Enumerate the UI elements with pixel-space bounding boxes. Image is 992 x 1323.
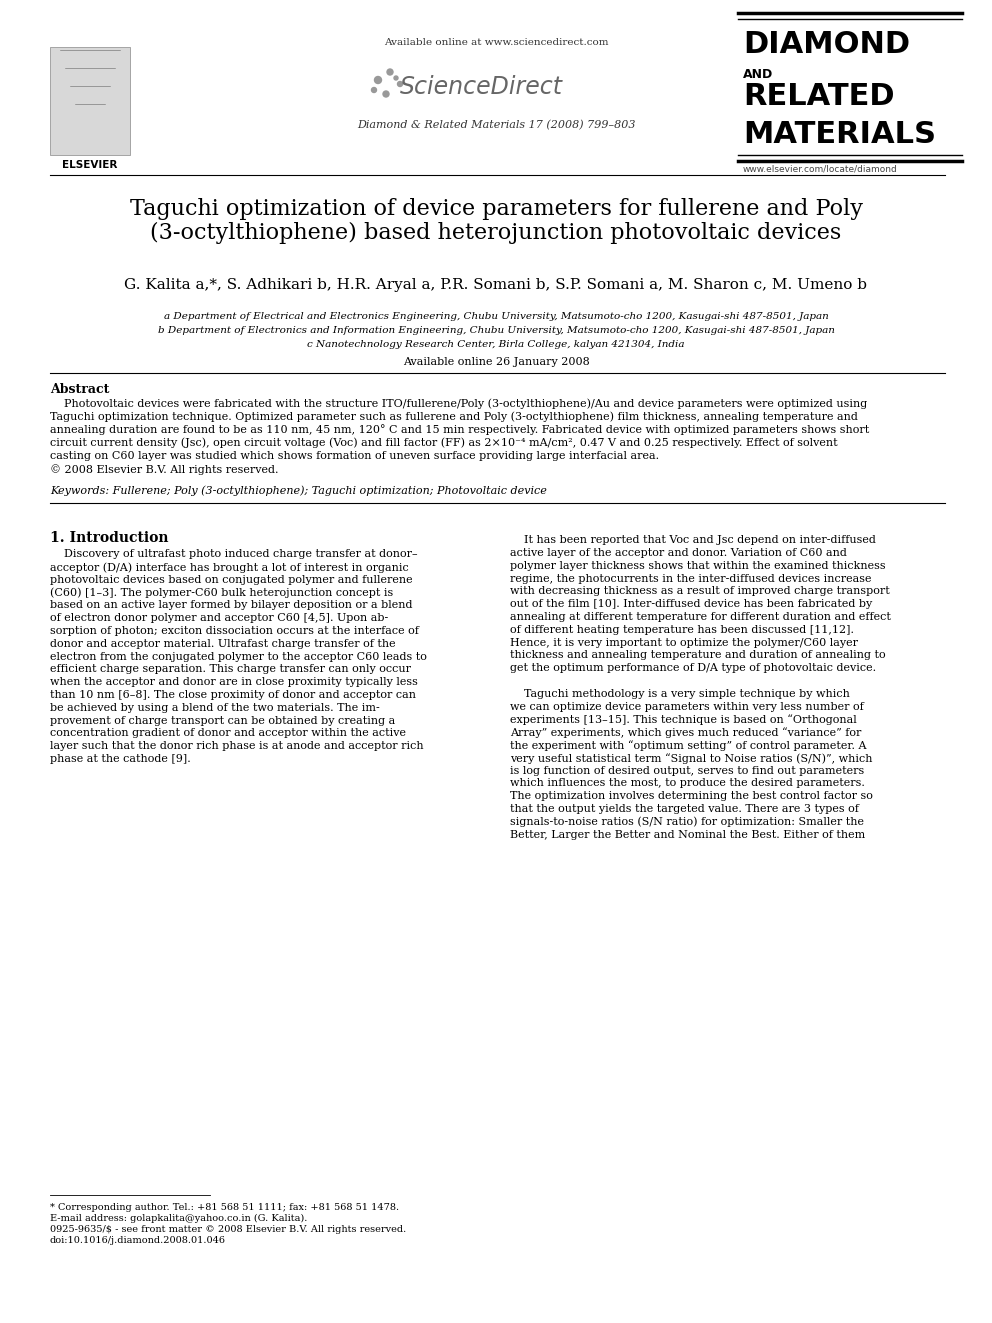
Bar bbox=[50, 48, 130, 155]
Text: when the acceptor and donor are in close proximity typically less: when the acceptor and donor are in close… bbox=[50, 677, 418, 687]
Text: experiments [13–15]. This technique is based on “Orthogonal: experiments [13–15]. This technique is b… bbox=[510, 714, 857, 725]
Text: Available online at www.sciencedirect.com: Available online at www.sciencedirect.co… bbox=[384, 38, 608, 48]
Text: signals-to-noise ratios (S/N ratio) for optimization: Smaller the: signals-to-noise ratios (S/N ratio) for … bbox=[510, 816, 864, 827]
Text: ScienceDirect: ScienceDirect bbox=[400, 75, 563, 99]
Text: the experiment with “optimum setting” of control parameter. A: the experiment with “optimum setting” of… bbox=[510, 740, 866, 750]
Circle shape bbox=[387, 69, 393, 75]
Text: get the optimum performance of D/A type of photovoltaic device.: get the optimum performance of D/A type … bbox=[510, 663, 876, 673]
Text: Hence, it is very important to optimize the polymer/C60 layer: Hence, it is very important to optimize … bbox=[510, 638, 858, 647]
Text: ELSEVIER: ELSEVIER bbox=[62, 160, 118, 169]
Text: (C60) [1–3]. The polymer-C60 bulk heterojunction concept is: (C60) [1–3]. The polymer-C60 bulk hetero… bbox=[50, 587, 393, 598]
Text: acceptor (D/A) interface has brought a lot of interest in organic: acceptor (D/A) interface has brought a l… bbox=[50, 562, 409, 573]
Text: © 2008 Elsevier B.V. All rights reserved.: © 2008 Elsevier B.V. All rights reserved… bbox=[50, 464, 279, 475]
Text: E-mail address: golapkalita@yahoo.co.in (G. Kalita).: E-mail address: golapkalita@yahoo.co.in … bbox=[50, 1215, 308, 1224]
Text: donor and acceptor material. Ultrafast charge transfer of the: donor and acceptor material. Ultrafast c… bbox=[50, 639, 396, 648]
Text: with decreasing thickness as a result of improved charge transport: with decreasing thickness as a result of… bbox=[510, 586, 890, 597]
Text: electron from the conjugated polymer to the acceptor C60 leads to: electron from the conjugated polymer to … bbox=[50, 652, 427, 662]
Text: efficient charge separation. This charge transfer can only occur: efficient charge separation. This charge… bbox=[50, 664, 411, 675]
Text: that the output yields the targeted value. There are 3 types of: that the output yields the targeted valu… bbox=[510, 804, 859, 814]
Text: phase at the cathode [9].: phase at the cathode [9]. bbox=[50, 754, 190, 763]
Text: c Nanotechnology Research Center, Birla College, kalyan 421304, India: c Nanotechnology Research Center, Birla … bbox=[308, 340, 684, 349]
Text: very useful statistical term “Signal to Noise ratios (S/N)”, which: very useful statistical term “Signal to … bbox=[510, 753, 873, 763]
Text: casting on C60 layer was studied which shows formation of uneven surface providi: casting on C60 layer was studied which s… bbox=[50, 451, 659, 460]
Text: Array” experiments, which gives much reduced “variance” for: Array” experiments, which gives much red… bbox=[510, 728, 861, 738]
Circle shape bbox=[398, 82, 403, 86]
Text: It has been reported that Voc and Jsc depend on inter-diffused: It has been reported that Voc and Jsc de… bbox=[510, 536, 876, 545]
Text: AND: AND bbox=[743, 67, 773, 81]
Text: concentration gradient of donor and acceptor within the active: concentration gradient of donor and acce… bbox=[50, 729, 406, 738]
Text: Keywords: Fullerene; Poly (3-octylthiophene); Taguchi optimization; Photovoltaic: Keywords: Fullerene; Poly (3-octylthioph… bbox=[50, 486, 547, 496]
Text: based on an active layer formed by bilayer deposition or a blend: based on an active layer formed by bilay… bbox=[50, 601, 413, 610]
Text: photovoltaic devices based on conjugated polymer and fullerene: photovoltaic devices based on conjugated… bbox=[50, 574, 413, 585]
Text: (3-octylthiophene) based heterojunction photovoltaic devices: (3-octylthiophene) based heterojunction … bbox=[151, 222, 841, 245]
Text: polymer layer thickness shows that within the examined thickness: polymer layer thickness shows that withi… bbox=[510, 561, 886, 570]
Text: www.elsevier.com/locate/diamond: www.elsevier.com/locate/diamond bbox=[743, 165, 898, 175]
Text: of different heating temperature has been discussed [11,12].: of different heating temperature has bee… bbox=[510, 624, 854, 635]
Text: be achieved by using a blend of the two materials. The im-: be achieved by using a blend of the two … bbox=[50, 703, 380, 713]
Text: a Department of Electrical and Electronics Engineering, Chubu University, Matsum: a Department of Electrical and Electroni… bbox=[164, 312, 828, 321]
Text: thickness and annealing temperature and duration of annealing to: thickness and annealing temperature and … bbox=[510, 651, 886, 660]
Text: Available online 26 January 2008: Available online 26 January 2008 bbox=[403, 357, 589, 366]
Circle shape bbox=[371, 87, 377, 93]
Text: Diamond & Related Materials 17 (2008) 799–803: Diamond & Related Materials 17 (2008) 79… bbox=[357, 120, 635, 130]
Text: than 10 nm [6–8]. The close proximity of donor and acceptor can: than 10 nm [6–8]. The close proximity of… bbox=[50, 691, 416, 700]
Text: annealing duration are found to be as 110 nm, 45 nm, 120° C and 15 min respectiv: annealing duration are found to be as 11… bbox=[50, 425, 869, 435]
Text: 1. Introduction: 1. Introduction bbox=[50, 532, 169, 545]
Circle shape bbox=[394, 75, 398, 79]
Text: DIAMOND: DIAMOND bbox=[743, 30, 910, 60]
Text: 0925-9635/$ - see front matter © 2008 Elsevier B.V. All rights reserved.: 0925-9635/$ - see front matter © 2008 El… bbox=[50, 1225, 407, 1234]
Text: The optimization involves determining the best control factor so: The optimization involves determining th… bbox=[510, 791, 873, 802]
Circle shape bbox=[383, 91, 389, 97]
Text: RELATED: RELATED bbox=[743, 82, 895, 111]
Text: Taguchi optimization technique. Optimized parameter such as fullerene and Poly (: Taguchi optimization technique. Optimize… bbox=[50, 411, 858, 422]
Text: b Department of Electronics and Information Engineering, Chubu University, Matsu: b Department of Electronics and Informat… bbox=[158, 325, 834, 335]
Text: layer such that the donor rich phase is at anode and acceptor rich: layer such that the donor rich phase is … bbox=[50, 741, 424, 751]
Text: sorption of photon; exciton dissociation occurs at the interface of: sorption of photon; exciton dissociation… bbox=[50, 626, 419, 636]
Text: Taguchi optimization of device parameters for fullerene and Poly: Taguchi optimization of device parameter… bbox=[130, 198, 862, 220]
Text: we can optimize device parameters within very less number of: we can optimize device parameters within… bbox=[510, 701, 864, 712]
Text: MATERIALS: MATERIALS bbox=[743, 120, 936, 149]
Text: G. Kalita a,*, S. Adhikari b, H.R. Aryal a, P.R. Somani b, S.P. Somani a, M. Sha: G. Kalita a,*, S. Adhikari b, H.R. Aryal… bbox=[125, 278, 867, 292]
Text: doi:10.1016/j.diamond.2008.01.046: doi:10.1016/j.diamond.2008.01.046 bbox=[50, 1236, 226, 1245]
Text: Discovery of ultrafast photo induced charge transfer at donor–: Discovery of ultrafast photo induced cha… bbox=[50, 549, 418, 560]
Text: provement of charge transport can be obtained by creating a: provement of charge transport can be obt… bbox=[50, 716, 395, 725]
Text: Abstract: Abstract bbox=[50, 382, 109, 396]
Circle shape bbox=[375, 77, 382, 83]
Text: of electron donor polymer and acceptor C60 [4,5]. Upon ab-: of electron donor polymer and acceptor C… bbox=[50, 613, 388, 623]
Text: circuit current density (Jsc), open circuit voltage (Voc) and fill factor (FF) a: circuit current density (Jsc), open circ… bbox=[50, 438, 837, 448]
Text: is log function of desired output, serves to find out parameters: is log function of desired output, serve… bbox=[510, 766, 864, 775]
Text: Photovoltaic devices were fabricated with the structure ITO/fullerene/Poly (3-oc: Photovoltaic devices were fabricated wit… bbox=[50, 398, 867, 409]
Text: out of the film [10]. Inter-diffused device has been fabricated by: out of the film [10]. Inter-diffused dev… bbox=[510, 599, 872, 609]
Text: Better, Larger the Better and Nominal the Best. Either of them: Better, Larger the Better and Nominal th… bbox=[510, 830, 865, 840]
Text: active layer of the acceptor and donor. Variation of C60 and: active layer of the acceptor and donor. … bbox=[510, 548, 847, 558]
Text: * Corresponding author. Tel.: +81 568 51 1111; fax: +81 568 51 1478.: * Corresponding author. Tel.: +81 568 51… bbox=[50, 1203, 399, 1212]
Text: which influences the most, to produce the desired parameters.: which influences the most, to produce th… bbox=[510, 778, 865, 789]
Text: Taguchi methodology is a very simple technique by which: Taguchi methodology is a very simple tec… bbox=[510, 689, 850, 699]
Text: annealing at different temperature for different duration and effect: annealing at different temperature for d… bbox=[510, 613, 891, 622]
Text: regime, the photocurrents in the inter-diffused devices increase: regime, the photocurrents in the inter-d… bbox=[510, 574, 872, 583]
